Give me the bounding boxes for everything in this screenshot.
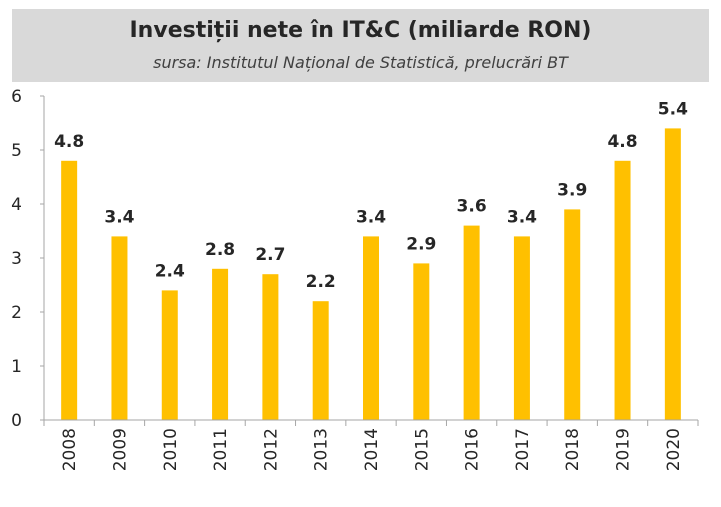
data-label-2012: 2.7 [255, 245, 285, 265]
data-label-2018: 3.9 [557, 180, 587, 200]
x-tick-label-2019: 2019 [614, 428, 634, 471]
bar-2014 [363, 236, 379, 420]
x-tick-label-2014: 2014 [362, 428, 382, 471]
bar-2010 [161, 290, 178, 420]
y-tick-label: 2 [11, 303, 22, 323]
bar-2019 [614, 160, 631, 421]
data-label-2020: 5.4 [658, 99, 688, 119]
x-tick-label-2015: 2015 [412, 428, 432, 471]
y-tick-label: 0 [11, 411, 22, 431]
bar-2009 [111, 236, 128, 420]
data-label-2015: 2.9 [406, 234, 436, 254]
bars [61, 128, 681, 421]
chart-subtitle: sursa: Institutul Național de Statistică… [153, 53, 568, 72]
bar-2013 [312, 301, 329, 420]
bar-2011 [212, 268, 229, 420]
y-tick-label: 1 [11, 357, 22, 377]
data-label-2008: 4.8 [54, 132, 84, 152]
title-bar: Investiții nete în IT&C (miliarde RON) s… [12, 9, 709, 82]
x-tick-label-2009: 2009 [110, 428, 130, 471]
data-label-2014: 3.4 [356, 207, 386, 227]
x-tick-label-2008: 2008 [60, 428, 80, 471]
bar-2018 [564, 209, 581, 420]
x-tick-label-2012: 2012 [261, 428, 281, 471]
data-label-2011: 2.8 [205, 240, 235, 260]
y-tick-label: 6 [11, 87, 22, 107]
data-label-2010: 2.4 [155, 261, 185, 281]
y-tick-label: 3 [11, 249, 22, 269]
x-tick-label-2013: 2013 [312, 428, 332, 471]
x-tick-label-2010: 2010 [161, 428, 181, 471]
y-tick-label: 4 [11, 195, 22, 215]
bar-2017 [513, 236, 530, 420]
data-label-2013: 2.2 [306, 272, 336, 292]
x-tick-label-2017: 2017 [513, 428, 533, 471]
bar-2015 [413, 263, 430, 420]
data-labels: 4.8 3.4 2.4 2.8 2.7 2.2 3.4 2.9 3.6 3.4 3.9 4.8 5.4 [54, 99, 688, 292]
chart-title: Investiții nete în IT&C (miliarde RON) [129, 18, 592, 43]
data-label-2009: 3.4 [104, 207, 134, 227]
y-axis: 0 1 2 3 4 5 6 [11, 87, 45, 431]
bar-chart: 0 1 2 3 4 5 6 4.8 3.4 2.4 2.8 2.7 2.2 3.4 2.9 3.6 3.4 3.… [11, 87, 699, 471]
bar-2016 [463, 225, 480, 420]
x-tick-label-2020: 2020 [664, 428, 684, 471]
data-label-2016: 3.6 [457, 197, 487, 217]
x-axis: 2008 2009 2010 2011 2012 2013 2014 2015 2016 2017… [43, 419, 699, 471]
x-tick-label-2016: 2016 [463, 428, 483, 471]
data-label-2017: 3.4 [507, 207, 537, 227]
bar-2012 [262, 274, 279, 420]
data-label-2019: 4.8 [607, 132, 637, 152]
chart-area: 0 1 2 3 4 5 6 4.8 3.4 2.4 2.8 2.7 2.2 3.4 2.9 3.6 3.4 3.… [0, 82, 721, 503]
x-tick-label-2011: 2011 [211, 428, 231, 471]
y-tick-label: 5 [11, 141, 22, 161]
bar-2008 [61, 160, 78, 421]
x-tick-label-2018: 2018 [563, 428, 583, 471]
bar-2020 [664, 128, 681, 420]
